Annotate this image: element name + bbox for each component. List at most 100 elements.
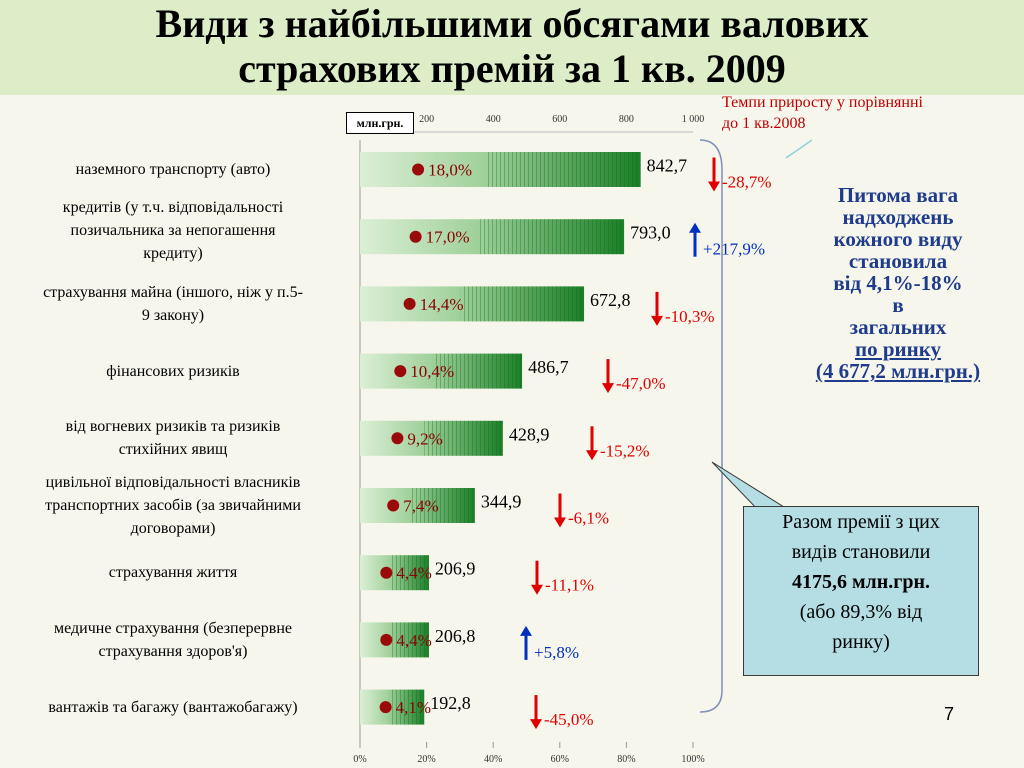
category-label-line: фінансових ризиків: [106, 362, 240, 380]
growth-label: +5,8%: [534, 643, 579, 662]
bar-texture: [390, 622, 429, 658]
category-label: страхування життя: [0, 561, 346, 584]
bar: [360, 689, 425, 725]
arrow-down-icon: [586, 426, 598, 461]
share-note-line-6: в: [892, 293, 904, 317]
share-note-line-7: загальних: [849, 315, 947, 339]
bottom-axis-tick-label: 0%: [353, 754, 366, 765]
title-bar: Види з найбільшими обсягами валових стра…: [0, 0, 1024, 95]
value-label: 486,7: [528, 357, 569, 377]
growth-label: -11,1%: [545, 576, 594, 595]
category-label: вантажів та багажу (вантажобагажу): [0, 696, 346, 719]
bar: [360, 488, 475, 523]
category-label-line: договорами): [130, 520, 216, 537]
growth-label: -10,3%: [665, 307, 715, 326]
category-label-line: 9 закону): [141, 306, 205, 324]
value-label: 206,9: [435, 559, 476, 579]
arrow-up-icon: [689, 222, 701, 257]
category-label-line: вантажів та багажу (вантажобагажу): [48, 698, 298, 716]
page-number: 7: [944, 704, 955, 724]
growth-label: -47,0%: [616, 374, 666, 393]
growth-label: -6,1%: [568, 509, 609, 528]
share-note: Питома вага надходжень кожного виду стан…: [782, 184, 1014, 382]
bar: [360, 152, 641, 187]
growth-note-line-2: до 1 кв.2008: [722, 115, 806, 132]
category-label-line: від вогневих ризиків та ризиків: [65, 418, 281, 436]
share-dot-icon: [412, 163, 425, 176]
bracket-line: [699, 139, 723, 713]
value-label: 672,8: [590, 290, 631, 310]
share-dot-icon: [403, 297, 416, 310]
total-box-amount: 4175,6 млн.грн.: [791, 571, 931, 593]
bar: [360, 555, 429, 591]
share-dot-icon: [380, 566, 393, 579]
bar: [360, 286, 585, 322]
top-axis-tick-label: 200: [419, 114, 434, 125]
share-dot-icon: [391, 432, 404, 445]
category-label-line: страхування життя: [108, 564, 238, 582]
category-label: медичне страхування (безперервне страхува…: [0, 617, 346, 663]
category-label-line: наземного транспорту (авто): [75, 161, 271, 178]
category-label-line: кредиту): [143, 245, 203, 263]
bottom-axis-tick-label: 100%: [681, 754, 704, 765]
bar-texture: [432, 353, 523, 389]
share-label: 18,0%: [428, 161, 472, 180]
share-label: 4,4%: [396, 631, 431, 650]
bottom-axis-tick-label: 80%: [617, 754, 635, 765]
bar: [360, 622, 429, 658]
share-note-line-1: Питома вага: [837, 183, 959, 207]
category-label: страхування майна (іншого, ніж у п.5- 9 з…: [0, 281, 346, 327]
bottom-axis-tick-label: 40%: [484, 754, 502, 765]
category-label-line: кредитів (у т.ч. відповідальності: [62, 199, 284, 217]
share-label: 9,2%: [407, 429, 442, 448]
share-dot-icon: [409, 230, 422, 243]
arrow-down-icon: [531, 560, 543, 595]
bar: [360, 353, 523, 389]
category-label: фінансових ризиків: [0, 360, 346, 383]
share-dot-icon: [379, 701, 392, 714]
share-label: 14,4%: [420, 295, 464, 314]
bar: [360, 219, 625, 255]
growth-label: -28,7%: [722, 173, 772, 192]
share-dot-icon: [387, 499, 400, 512]
top-axis-tick-label: 1 000: [682, 114, 705, 125]
bar: [360, 420, 503, 456]
arrow-down-icon: [651, 291, 663, 326]
share-dot-icon: [394, 365, 407, 378]
share-label: 17,0%: [426, 228, 470, 247]
share-dot-icon: [380, 633, 393, 646]
share-note-line-9: (4 677,2 млн.грн.): [815, 359, 981, 383]
value-label: 344,9: [481, 492, 521, 512]
share-label: 10,4%: [410, 362, 454, 381]
total-box-line-1: Разом премії з цих: [782, 511, 940, 533]
total-box-line-4: (або 89,3% від: [799, 601, 923, 623]
arrow-down-icon: [602, 359, 614, 394]
bar-texture: [391, 555, 429, 591]
value-label: 842,7: [647, 156, 688, 176]
value-label: 206,8: [435, 626, 476, 646]
share-note-line-4: становила: [848, 249, 948, 273]
arrow-down-icon: [708, 157, 720, 192]
total-box-line-5: ринку): [832, 631, 890, 653]
bar-texture: [478, 219, 625, 255]
total-premiums-box: Разом премії з цих видів становили 4175,…: [743, 506, 979, 676]
bar-texture: [486, 152, 641, 187]
value-label: 428,9: [509, 424, 550, 444]
top-axis-tick-label: 800: [619, 114, 634, 125]
category-label-line: цивільної відповідальності власників: [45, 474, 301, 491]
category-label-line: стихійних явищ: [118, 441, 228, 459]
growth-note-pointer: [785, 139, 813, 159]
bar-texture: [460, 286, 585, 322]
bar-texture: [424, 420, 503, 456]
callout-pointer: [711, 461, 794, 513]
arrow-up-icon: [520, 625, 532, 660]
share-note-line-2: надходжень: [842, 205, 954, 229]
bottom-axis-tick-label: 60%: [551, 754, 569, 765]
share-label: 4,4%: [396, 564, 431, 583]
category-label: цивільної відповідальності власників тран…: [0, 471, 346, 540]
bar-texture: [388, 689, 425, 725]
share-label: 4,1%: [396, 698, 431, 717]
category-label: від вогневих ризиків та ризиків стихійних…: [0, 415, 346, 461]
bottom-axis-tick-label: 20%: [417, 754, 435, 765]
